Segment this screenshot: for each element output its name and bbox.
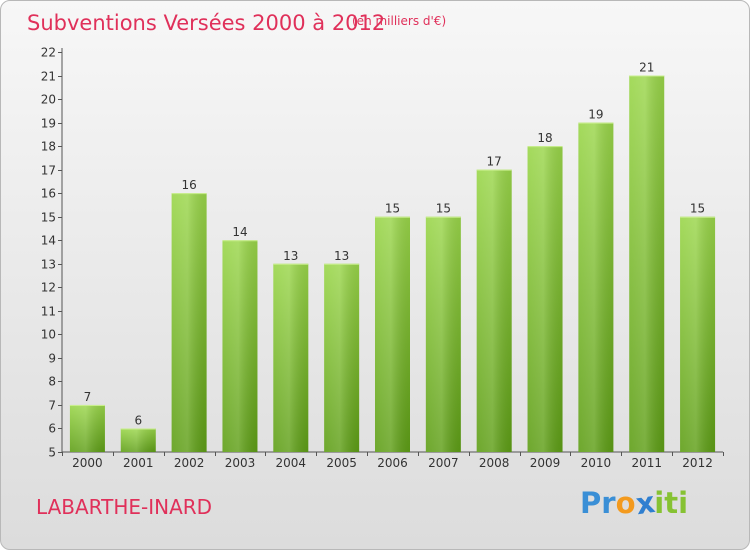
bar-shine-2008 [476, 169, 512, 452]
y-tick-label: 7 [48, 399, 56, 413]
y-tick-label: 15 [41, 211, 56, 225]
y-tick-label: 14 [41, 234, 56, 248]
bar-shine-2006 [375, 216, 410, 452]
bar-shine-2002 [171, 193, 207, 453]
y-tick-label: 5 [48, 446, 56, 460]
y-tick-label: 17 [41, 164, 56, 178]
x-tick-label-2002: 2002 [174, 456, 205, 470]
value-label-2005: 13 [334, 249, 349, 263]
chart-title: Subventions Versées 2000 à 2012 [27, 11, 386, 35]
y-tick-label: 12 [41, 281, 56, 295]
x-tick-label-2000: 2000 [72, 456, 103, 470]
y-tick-label: 19 [41, 117, 56, 131]
y-tick-label: 16 [41, 187, 56, 201]
value-label-2010: 19 [588, 108, 603, 122]
chart-labels: 7 6 16 14 13 13 15 15 17 18 19 21 15 [84, 61, 706, 428]
y-tick-label: 20 [41, 93, 56, 107]
y-tick-label: 18 [41, 140, 56, 154]
x-tick-label-2006: 2006 [377, 456, 408, 470]
logo-letter: r [601, 486, 616, 520]
x-tick-label-2004: 2004 [276, 456, 307, 470]
value-label-2001: 6 [134, 413, 142, 427]
x-tick-label-2005: 2005 [326, 456, 357, 470]
logo-letter: x [633, 484, 657, 522]
bar-shine-2012 [680, 216, 716, 452]
logo-letter: i [678, 486, 689, 520]
y-tick-label: 6 [48, 422, 56, 436]
y-tick-label: 22 [41, 46, 56, 60]
value-label-2003: 14 [232, 225, 247, 239]
value-label-2012: 15 [690, 202, 705, 216]
x-tick-label-2012: 2012 [682, 456, 713, 470]
bar-shine-2005 [324, 263, 360, 452]
value-label-2007: 15 [436, 202, 451, 216]
value-label-2008: 17 [487, 155, 502, 169]
bar-shine-2003 [222, 240, 258, 452]
chart-unit: (en milliers d'€) [352, 14, 447, 28]
value-label-2006: 15 [385, 202, 400, 216]
x-tick-label-2003: 2003 [225, 456, 256, 470]
bar-shine-2011 [629, 75, 665, 452]
bar-shine-2004 [273, 263, 309, 452]
y-tick-label: 13 [41, 258, 56, 272]
proxiti-logo: Proxiti [580, 484, 689, 522]
bar-shine-2000 [69, 404, 105, 452]
y-tick-label: 21 [41, 70, 56, 84]
value-label-2011: 21 [639, 61, 654, 75]
bar-shine-2010 [578, 122, 614, 453]
y-tick-label: 8 [48, 375, 56, 389]
commune-name: LABARTHE-INARD [36, 495, 213, 519]
x-tick-label-2008: 2008 [479, 456, 510, 470]
x-tick-label-2007: 2007 [428, 456, 459, 470]
bar-shine-2007 [425, 216, 461, 452]
bar-shine-2001 [120, 428, 156, 452]
y-tick-label: 11 [41, 305, 56, 319]
value-label-2009: 18 [537, 131, 552, 145]
value-label-2000: 7 [84, 390, 92, 404]
logo-letter: i [654, 486, 665, 520]
chart-axes: 5 6 7 8 9 10 11 12 13 14 15 16 17 18 19 20 21 22 2000 2001 2… [41, 46, 724, 470]
x-tick-label-2001: 2001 [123, 456, 154, 470]
logo-letter: t [664, 486, 679, 520]
y-tick-label: 9 [48, 352, 56, 366]
bar-shine-2009 [527, 146, 563, 452]
x-tick-label-2011: 2011 [631, 456, 662, 470]
chart-bars [69, 75, 716, 453]
y-tick-label: 10 [41, 328, 56, 342]
x-tick-label-2010: 2010 [581, 456, 612, 470]
logo-letter: o [615, 486, 636, 520]
value-label-2002: 16 [181, 178, 196, 192]
logo-letter: P [580, 486, 602, 520]
x-tick-label-2009: 2009 [530, 456, 561, 470]
value-label-2004: 13 [283, 249, 298, 263]
